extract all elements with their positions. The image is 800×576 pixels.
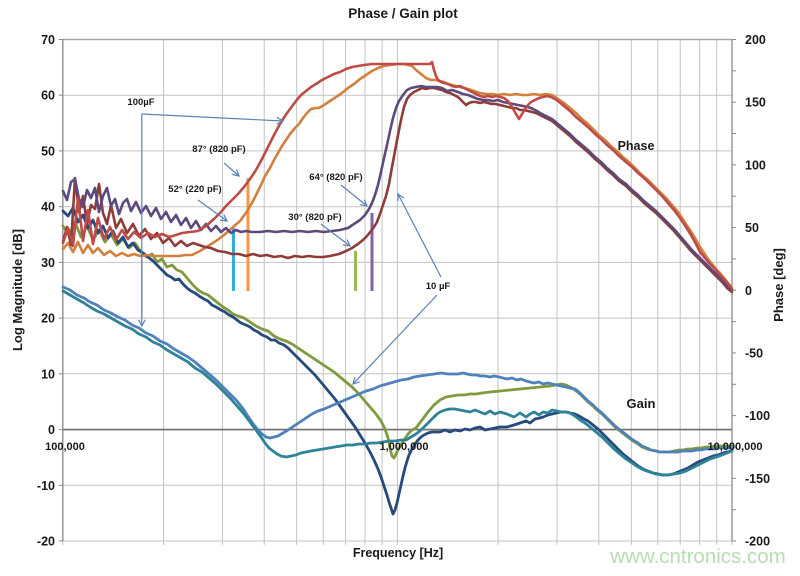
svg-text:Phase / Gain plot: Phase / Gain plot (348, 6, 458, 21)
svg-text:70: 70 (41, 33, 55, 47)
svg-text:0: 0 (48, 423, 55, 437)
svg-text:-50: -50 (745, 346, 763, 360)
svg-text:-150: -150 (745, 472, 770, 486)
svg-text:-10: -10 (37, 479, 55, 493)
svg-text:Phase: Phase (618, 139, 655, 153)
svg-text:30: 30 (41, 256, 55, 270)
svg-text:87° (820 pF): 87° (820 pF) (192, 144, 245, 155)
svg-text:10 µF: 10 µF (426, 281, 451, 292)
svg-text:Gain: Gain (627, 396, 656, 411)
svg-text:64° (820 pF): 64° (820 pF) (309, 172, 362, 183)
svg-text:10: 10 (41, 367, 55, 381)
svg-text:50: 50 (41, 144, 55, 158)
svg-text:52° (220 pF): 52° (220 pF) (168, 184, 221, 195)
svg-text:100µF: 100µF (127, 97, 154, 108)
svg-text:-200: -200 (745, 535, 770, 549)
svg-text:Frequency [Hz]: Frequency [Hz] (353, 546, 443, 560)
svg-text:40: 40 (41, 200, 55, 214)
svg-text:20: 20 (41, 312, 55, 326)
svg-text:30° (820 pF): 30° (820 pF) (288, 212, 341, 223)
svg-text:100: 100 (745, 158, 766, 172)
svg-text:1,000,000: 1,000,000 (380, 441, 429, 453)
svg-text:200: 200 (745, 33, 766, 47)
svg-text:60: 60 (41, 89, 55, 103)
svg-text:-100: -100 (745, 409, 770, 423)
svg-text:10,000,000: 10,000,000 (707, 441, 762, 453)
svg-text:0: 0 (745, 284, 752, 298)
svg-text:Phase [deg]: Phase [deg] (771, 248, 786, 322)
svg-text:Log Magnitude [dB]: Log Magnitude [dB] (10, 229, 25, 351)
svg-text:-20: -20 (37, 535, 55, 549)
svg-text:50: 50 (745, 221, 759, 235)
svg-text:www.cntronics.com: www.cntronics.com (609, 545, 785, 568)
svg-text:100,000: 100,000 (45, 441, 85, 453)
svg-text:150: 150 (745, 96, 766, 110)
